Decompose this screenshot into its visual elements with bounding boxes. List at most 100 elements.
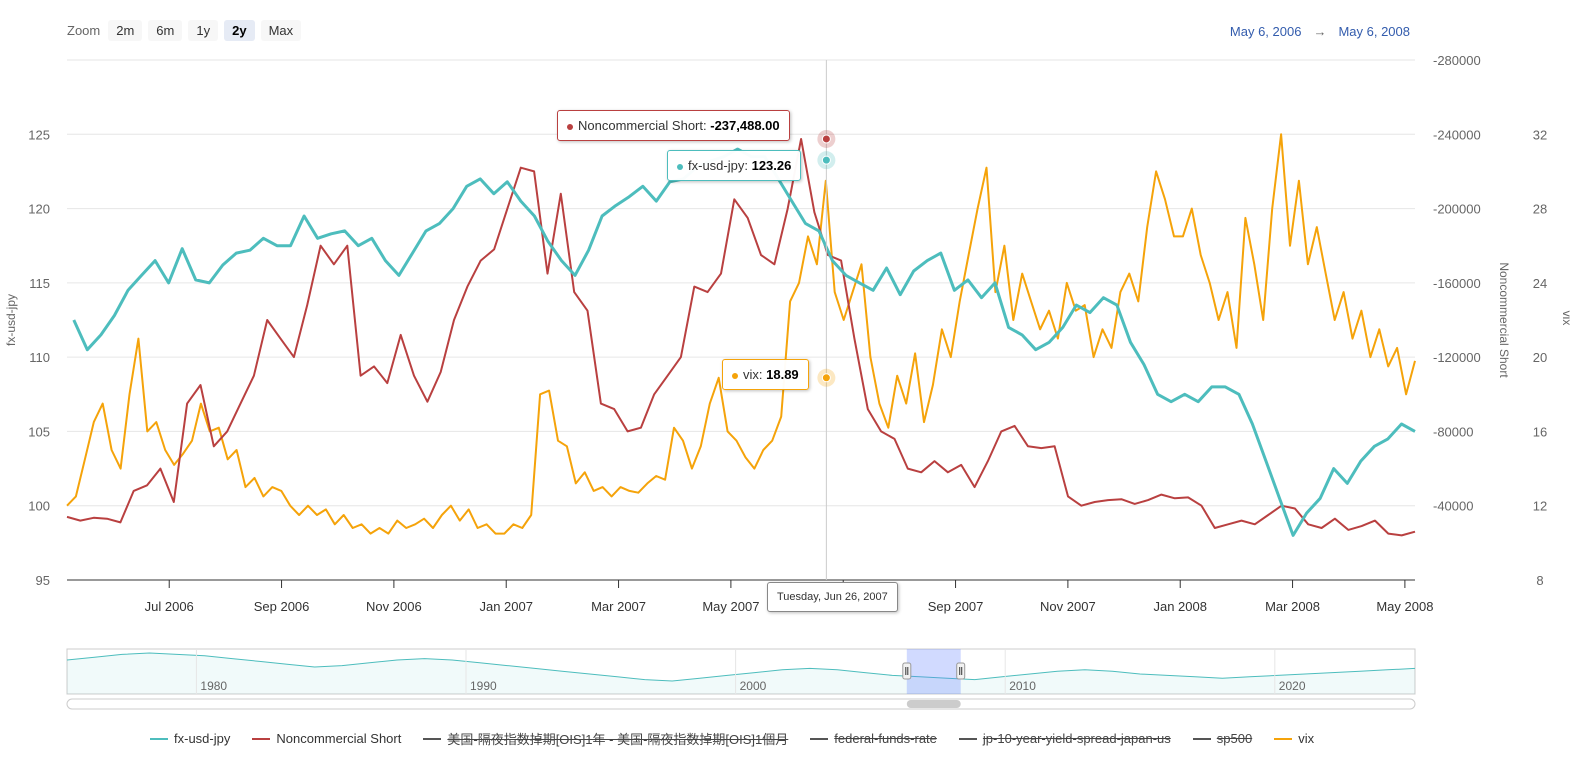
- navigator-year-label: 1990: [470, 679, 497, 693]
- y-left-tick-label: 105: [28, 424, 50, 439]
- tooltip-vix: vix: 18.89: [722, 359, 809, 390]
- legend-symbol: [1192, 737, 1211, 740]
- x-tick-label: Jan 2007: [479, 599, 533, 614]
- x-tick-label: May 2008: [1376, 599, 1433, 614]
- x-tick-label: May 2007: [702, 599, 759, 614]
- zoom-label: Zoom: [67, 23, 101, 38]
- legend-item-jp-10-year-yield-spread[interactable]: jp-10-year-yield-spread-japan-us: [958, 729, 1171, 748]
- tooltip-value: 18.89: [766, 367, 799, 382]
- range-to-input[interactable]: May 6, 2008: [1338, 24, 1410, 39]
- y-right-tick-label: -120000: [1433, 350, 1481, 365]
- navigator-area: [67, 653, 1415, 694]
- y-right2-tick-label: 32: [1533, 127, 1547, 142]
- legend-label: federal-funds-rate: [834, 731, 937, 746]
- y-right-axis-title: Noncommercial Short: [1497, 262, 1511, 378]
- marker-fx-usd-jpy: [821, 155, 831, 165]
- y-left-tick-label: 95: [36, 573, 50, 588]
- legend-label: jp-10-year-yield-spread-japan-us: [982, 731, 1171, 746]
- tooltip-series-name: Noncommercial Short: [578, 118, 703, 133]
- date-range: May 6, 2006 → May 6, 2008: [1230, 24, 1410, 39]
- y-left-tick-label: 120: [28, 202, 50, 217]
- navigator-frame: [66, 648, 1416, 695]
- series-noncommercial-short-line: [66, 138, 1416, 537]
- legend-item-sp500[interactable]: sp500: [1192, 729, 1253, 748]
- legend-label: 美国-隔夜指数掉期[OIS]1年 - 美国-隔夜指数掉期[OIS]1個月: [447, 732, 789, 747]
- legend-label: Noncommercial Short: [276, 731, 402, 746]
- legend-item-noncommercial-short[interactable]: Noncommercial Short: [252, 729, 401, 748]
- y-right2-tick-label: 28: [1533, 202, 1547, 217]
- legend-label: fx-usd-jpy: [174, 731, 231, 746]
- x-tick-label: Sep 2007: [928, 599, 984, 614]
- legend-symbol: [810, 737, 829, 740]
- navigator-handle[interactable]: [956, 662, 966, 680]
- navigator-year-label: 2000: [740, 679, 767, 693]
- range-arrow: →: [1313, 24, 1327, 39]
- tooltip-series-name: vix: [743, 367, 759, 382]
- zoom-2y-button[interactable]: 2y: [224, 20, 255, 41]
- y-left-tick-label: 125: [28, 127, 50, 142]
- navigator-selection: [906, 649, 961, 694]
- y-right2-tick-label: 24: [1533, 276, 1547, 291]
- marker-vix: [821, 373, 831, 383]
- navigator-year-label: 2020: [1279, 679, 1306, 693]
- crosshair-date-label: Tuesday, Jun 26, 2007: [767, 582, 898, 612]
- y-left-axis-title: fx-usd-jpy: [4, 294, 18, 346]
- y-right-tick-label: -240000: [1433, 127, 1481, 142]
- tooltip-dot: [567, 123, 573, 130]
- marker-noncommercial-short: [821, 134, 831, 144]
- x-tick-label: Nov 2006: [366, 599, 422, 614]
- y-right-tick-label: -200000: [1433, 202, 1481, 217]
- x-tick-label: Jul 2006: [145, 599, 194, 614]
- y-right2-tick-label: 16: [1533, 424, 1547, 439]
- legend-label: sp500: [1216, 731, 1253, 746]
- range-from-input[interactable]: May 6, 2006: [1229, 24, 1302, 39]
- y-right2-tick-label: 8: [1536, 573, 1543, 588]
- tooltip-value: -237,488.00: [710, 118, 780, 133]
- legend-item-federal-funds-rate[interactable]: federal-funds-rate: [810, 729, 937, 748]
- zoom-1y-button[interactable]: 1y: [188, 20, 219, 41]
- y-right-tick-label: -40000: [1433, 499, 1473, 514]
- tooltip-noncommercial-short: Noncommercial Short: -237,488.00: [557, 110, 790, 141]
- legend-symbol: [423, 737, 442, 740]
- y-right-tick-label: -280000: [1433, 53, 1481, 68]
- tooltip-dot: [677, 163, 683, 170]
- x-tick-label: Nov 2007: [1040, 599, 1096, 614]
- navigator-year-label: 2010: [1009, 679, 1036, 693]
- legend-item-fx-usd-jpy[interactable]: fx-usd-jpy: [150, 729, 230, 748]
- navigator-handle[interactable]: [902, 662, 912, 680]
- x-tick-label: Sep 2006: [254, 599, 310, 614]
- x-tick-label: Mar 2008: [1265, 599, 1320, 614]
- legend-symbol: [958, 737, 977, 740]
- legend-item-vix[interactable]: vix: [1274, 729, 1314, 748]
- zoom-6m-button[interactable]: 6m: [148, 20, 183, 41]
- legend-item-ois-spread[interactable]: 美国-隔夜指数掉期[OIS]1年 - 美国-隔夜指数掉期[OIS]1個月: [423, 729, 788, 748]
- x-tick-label: Mar 2007: [591, 599, 646, 614]
- y-right-tick-label: -160000: [1433, 276, 1481, 291]
- y-left-tick-label: 115: [29, 276, 50, 291]
- legend-symbol: [150, 737, 168, 740]
- x-tick-label: Jan 2008: [1153, 599, 1207, 614]
- zoom-2m-button[interactable]: 2m: [108, 20, 143, 41]
- tooltip-series-name: fx-usd-jpy: [688, 158, 745, 173]
- y-left-tick-label: 110: [29, 350, 50, 365]
- zoom-toolbar: Zoom 2m 6m 1y 2y Max: [67, 20, 302, 41]
- y-right-tick-label: -80000: [1433, 424, 1473, 439]
- series-vix-line: [66, 133, 1416, 535]
- navigator-scrollbar-thumb[interactable]: [906, 700, 961, 708]
- navigator-scrollbar-track: [66, 698, 1416, 710]
- y-right2-tick-label: 20: [1533, 350, 1547, 365]
- legend-label: vix: [1298, 731, 1315, 746]
- navigator-series-line: [66, 652, 1416, 682]
- y-left-tick-label: 100: [28, 499, 50, 514]
- tooltip-dot: [732, 372, 738, 379]
- zoom-max-button[interactable]: Max: [260, 20, 302, 41]
- legend-symbol: [252, 737, 271, 740]
- tooltip-value: 123.26: [751, 158, 792, 173]
- series-fx-usd-jpy-line: [72, 147, 1416, 537]
- tooltip-fx-usd-jpy: fx-usd-jpy: 123.26: [667, 150, 802, 181]
- legend-symbol: [1274, 737, 1293, 740]
- navigator-year-label: 1980: [200, 679, 227, 693]
- legend: fx-usd-jpy Noncommercial Short 美国-隔夜指数掉期…: [150, 729, 1314, 748]
- y-right2-tick-label: 12: [1533, 499, 1547, 514]
